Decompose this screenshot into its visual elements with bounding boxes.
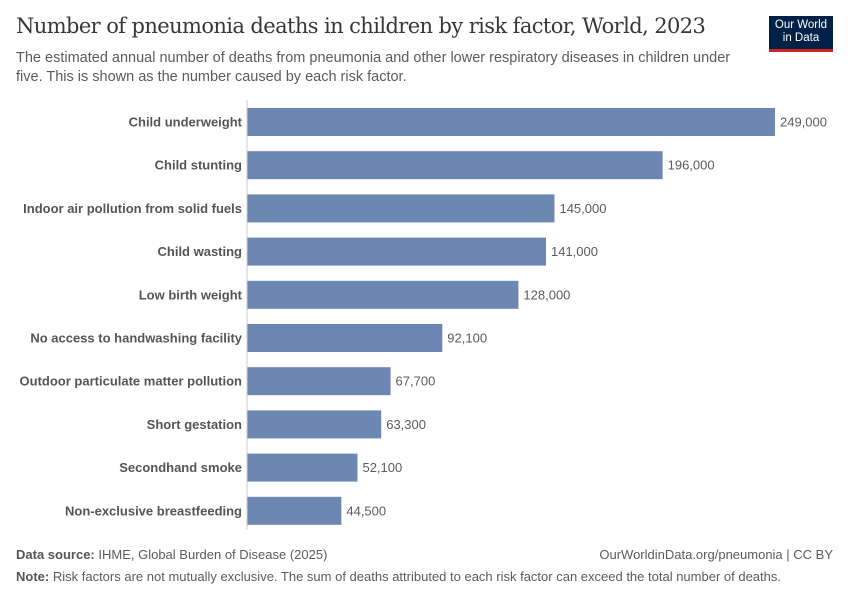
bar[interactable] [247, 280, 519, 309]
category-label: Low birth weight [139, 287, 243, 302]
value-label: 141,000 [551, 244, 598, 259]
footnote: Note: Risk factors are not mutually excl… [16, 569, 781, 584]
category-label: Child stunting [155, 158, 242, 173]
category-label: Outdoor particulate matter pollution [20, 374, 243, 389]
source-text[interactable]: IHME, Global Burden of Disease (2025) [98, 547, 328, 562]
category-label: Indoor air pollution from solid fuels [23, 201, 242, 216]
value-label: 63,300 [386, 417, 426, 432]
category-label: No access to handwashing facility [30, 331, 242, 346]
category-label: Non-exclusive breastfeeding [65, 503, 242, 518]
source-label: Data source: [16, 547, 95, 562]
bar[interactable] [247, 108, 775, 136]
value-label: 196,000 [668, 158, 715, 173]
value-label: 44,500 [346, 503, 386, 518]
source-url[interactable]: OurWorldinData.org/pneumonia | CC BY [599, 547, 833, 562]
bar-chart: Child underweight 249,000 Child stunting 19… [20, 100, 827, 530]
bar[interactable] [247, 194, 555, 223]
bar[interactable] [247, 237, 546, 266]
note-label: Note: [16, 569, 50, 584]
data-source: Data source: IHME, Global Burden of Dise… [16, 547, 327, 562]
chart-title: Number of pneumonia deaths in children b… [16, 14, 706, 38]
bar[interactable] [247, 367, 391, 396]
category-label: Short gestation [147, 417, 242, 432]
value-label: 145,000 [559, 201, 606, 216]
note-text: Risk factors are not mutually exclusive.… [52, 569, 781, 584]
bar[interactable] [247, 410, 382, 439]
bar[interactable] [247, 324, 443, 352]
owid-logo[interactable]: Our World in Data [769, 16, 833, 52]
chart-subtitle: The estimated annual number of deaths fr… [16, 50, 731, 85]
value-label: 92,100 [447, 331, 487, 346]
category-label: Child wasting [158, 244, 243, 259]
category-label: Child underweight [129, 115, 243, 130]
bar[interactable] [247, 453, 358, 482]
value-label: 249,000 [780, 115, 827, 130]
bar[interactable] [247, 151, 663, 180]
category-label: Secondhand smoke [119, 460, 242, 475]
value-label: 128,000 [523, 287, 570, 302]
value-label: 52,100 [362, 460, 402, 475]
bar[interactable] [247, 496, 342, 525]
value-label: 67,700 [396, 374, 436, 389]
